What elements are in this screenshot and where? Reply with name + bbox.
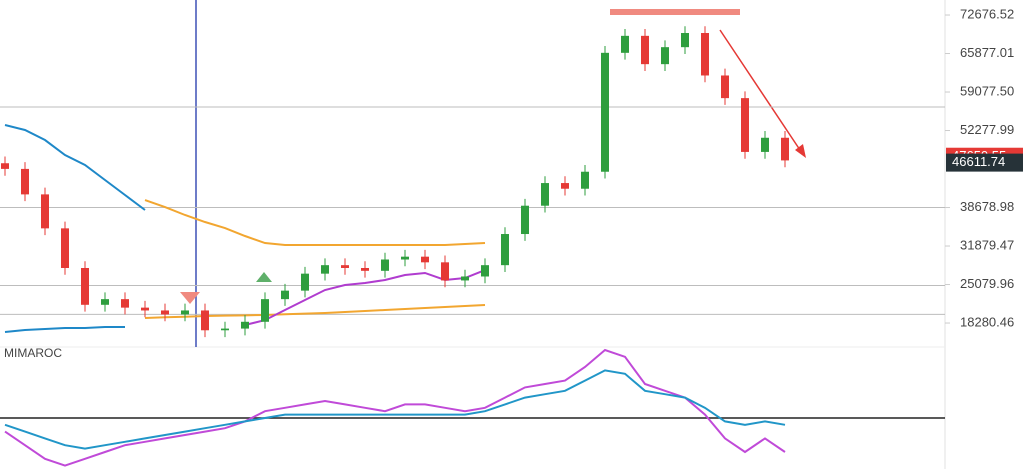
y-tick-label: 31879.47 (960, 237, 1014, 252)
candle-body (441, 262, 449, 281)
candle-body (241, 321, 249, 329)
candle-body (1, 163, 9, 169)
candle-body (61, 228, 69, 268)
candle-body (641, 35, 649, 65)
candle-body (761, 137, 769, 152)
candle-body (581, 171, 589, 189)
y-tick-label: 59077.50 (960, 83, 1014, 98)
candle-body (121, 299, 129, 308)
candle-body (381, 259, 389, 271)
y-tick-label: 18280.46 (960, 314, 1014, 329)
candle-body (401, 256, 409, 260)
candle-body (661, 47, 669, 65)
overlay-line (4, 326, 125, 334)
candle-body (361, 267, 369, 271)
candle-body (521, 205, 529, 235)
candle-body (681, 33, 689, 48)
candle-body (281, 290, 289, 300)
last-price-label: 46611.74 (952, 154, 1005, 169)
candle-body (261, 299, 269, 322)
y-tick-label: 52277.99 (960, 122, 1014, 137)
sell-marker (180, 292, 200, 304)
last-price-box (946, 153, 1023, 172)
y-tick-label: 65877.01 (960, 45, 1014, 60)
candle-body (21, 168, 29, 195)
candle-body (321, 265, 329, 274)
indicator-label: MIMAROC (4, 346, 62, 360)
plot: 72676.52 65877.01 59077.50 52277.99 38678.98… (0, 6, 1023, 467)
overlay-line (144, 199, 486, 247)
candle-body (341, 265, 349, 268)
candle-body (561, 183, 569, 189)
oscillator-line (4, 348, 786, 467)
candle-body (161, 310, 169, 315)
candle-body (421, 256, 429, 263)
candle-body (721, 75, 729, 99)
candle-body (481, 265, 489, 277)
candle-body (141, 307, 149, 311)
arrow-head (795, 144, 806, 158)
resistance-zone (610, 9, 740, 15)
candle-body (181, 310, 189, 315)
oscillator-line (4, 369, 786, 450)
candle-body (101, 299, 109, 305)
candle-body (621, 35, 629, 53)
candle-body (781, 137, 789, 161)
candle-body (81, 267, 89, 305)
trend-arrow (719, 29, 801, 151)
buy-marker (256, 272, 272, 282)
candle-body (701, 33, 709, 76)
overlay-line (4, 124, 146, 211)
candle-body (541, 183, 549, 206)
candle-body (501, 234, 509, 266)
candle-body (201, 310, 209, 331)
y-tick-label: 72676.52 (960, 6, 1014, 21)
candle-body (41, 194, 49, 229)
candle-body (221, 328, 229, 331)
candle-body (601, 52, 609, 172)
y-tick-label: 25079.96 (960, 276, 1014, 291)
y-tick-label: 38678.98 (960, 199, 1014, 214)
candle-body (461, 276, 469, 281)
candle-body (741, 98, 749, 152)
candle-body (301, 273, 309, 291)
